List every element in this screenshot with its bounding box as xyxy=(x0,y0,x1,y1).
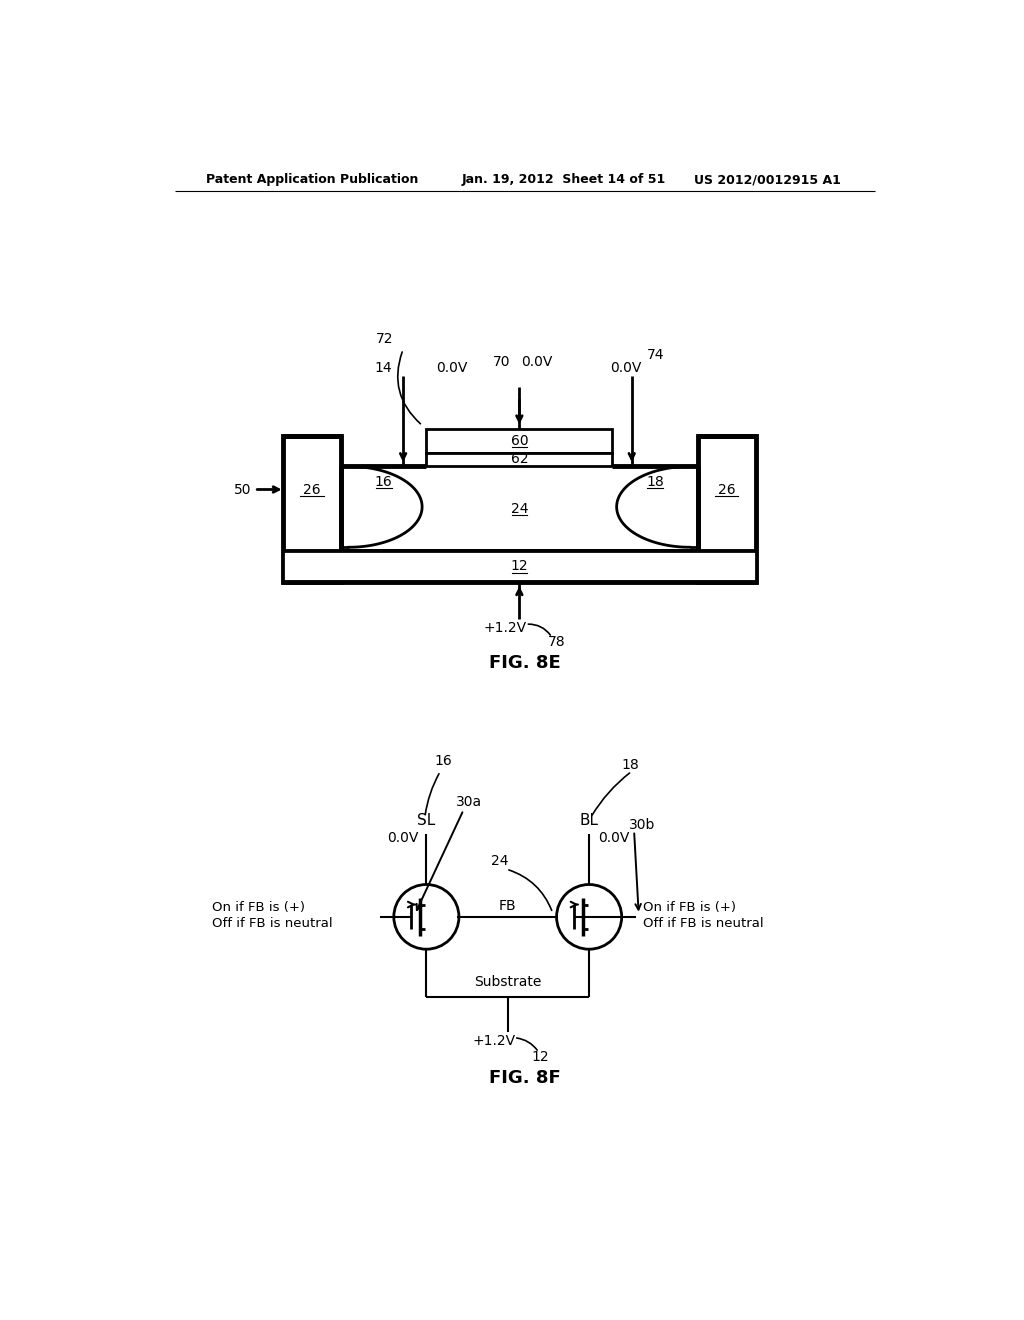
Text: Substrate: Substrate xyxy=(474,975,542,989)
Text: 60: 60 xyxy=(511,434,528,447)
Text: 14: 14 xyxy=(375,360,392,375)
Bar xyxy=(697,436,756,582)
Text: 0.0V: 0.0V xyxy=(521,355,552,370)
Text: 0.0V: 0.0V xyxy=(610,360,641,375)
Text: 78: 78 xyxy=(548,635,565,649)
Text: 26: 26 xyxy=(718,483,735,496)
Text: 18: 18 xyxy=(622,758,639,772)
Text: 12: 12 xyxy=(511,560,528,573)
Bar xyxy=(426,429,612,453)
Text: 72: 72 xyxy=(376,333,393,346)
Text: FB: FB xyxy=(499,899,516,913)
Text: 70: 70 xyxy=(493,355,510,370)
Text: +1.2V: +1.2V xyxy=(472,1034,515,1048)
Text: 16: 16 xyxy=(434,754,452,768)
Text: 26: 26 xyxy=(303,483,321,496)
Text: Patent Application Publication: Patent Application Publication xyxy=(206,173,418,186)
Text: 24: 24 xyxy=(492,854,509,869)
Text: Jan. 19, 2012  Sheet 14 of 51: Jan. 19, 2012 Sheet 14 of 51 xyxy=(461,173,666,186)
Text: 30a: 30a xyxy=(456,795,482,809)
Text: 16: 16 xyxy=(375,475,392,488)
Text: 18: 18 xyxy=(646,475,664,488)
Bar xyxy=(426,453,612,466)
Text: 50: 50 xyxy=(233,483,252,496)
Text: On if FB is (+): On if FB is (+) xyxy=(212,902,305,915)
Text: 12: 12 xyxy=(531,1049,549,1064)
Text: +1.2V: +1.2V xyxy=(484,622,527,635)
Text: 0.0V: 0.0V xyxy=(387,832,419,845)
Text: US 2012/0012915 A1: US 2012/0012915 A1 xyxy=(693,173,841,186)
Text: 0.0V: 0.0V xyxy=(598,832,630,845)
Text: 30b: 30b xyxy=(630,818,655,832)
Bar xyxy=(283,436,341,582)
Text: FIG. 8F: FIG. 8F xyxy=(488,1069,561,1086)
Text: 74: 74 xyxy=(647,347,665,362)
Text: 0.0V: 0.0V xyxy=(436,360,468,375)
Text: FIG. 8E: FIG. 8E xyxy=(488,653,561,672)
Text: BL: BL xyxy=(580,813,599,828)
Text: Off if FB is neutral: Off if FB is neutral xyxy=(212,916,333,929)
Text: SL: SL xyxy=(417,813,435,828)
Text: On if FB is (+): On if FB is (+) xyxy=(643,902,736,915)
Text: 24: 24 xyxy=(511,502,528,516)
Text: Off if FB is neutral: Off if FB is neutral xyxy=(643,916,764,929)
Bar xyxy=(283,552,756,582)
Text: 62: 62 xyxy=(511,453,528,466)
